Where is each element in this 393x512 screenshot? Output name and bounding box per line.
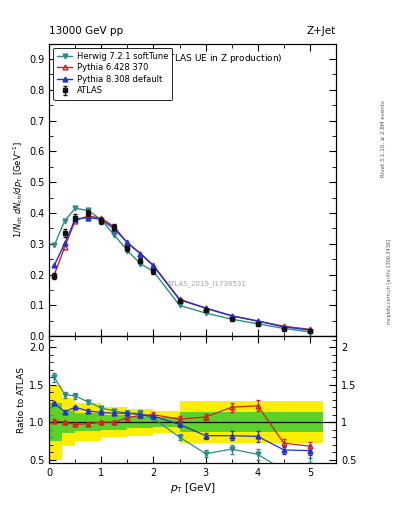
Herwig 7.2.1 softTune [281, 325, 286, 331]
Pythia 6.428 370 [177, 296, 182, 302]
Bar [75, 413, 101, 431]
Pythia 6.428 370 [62, 244, 67, 250]
Pythia 6.428 370 [308, 326, 312, 332]
Bar [101, 415, 127, 430]
Pythia 8.308 default [62, 240, 67, 246]
Pythia 8.308 default [86, 215, 91, 221]
Pythia 6.428 370 [112, 224, 117, 230]
Bar [127, 416, 153, 428]
Bar [101, 407, 127, 437]
Bar [153, 417, 180, 428]
Bar [232, 401, 284, 443]
Pythia 6.428 370 [151, 262, 156, 268]
Bar [75, 403, 101, 441]
Pythia 6.428 370 [125, 240, 130, 246]
Bar [49, 403, 62, 441]
Text: Rivet 3.1.10, ≥ 2.8M events: Rivet 3.1.10, ≥ 2.8M events [381, 100, 386, 177]
Pythia 8.308 default [281, 324, 286, 330]
Pythia 8.308 default [230, 313, 234, 319]
Pythia 6.428 370 [281, 323, 286, 329]
Pythia 6.428 370 [99, 215, 104, 221]
Herwig 7.2.1 softTune [138, 261, 143, 267]
Legend: Herwig 7.2.1 softTune, Pythia 6.428 370, Pythia 8.308 default, ATLAS: Herwig 7.2.1 softTune, Pythia 6.428 370,… [53, 48, 172, 99]
Pythia 6.428 370 [138, 250, 143, 257]
Herwig 7.2.1 softTune [308, 329, 312, 335]
Herwig 7.2.1 softTune [99, 217, 104, 223]
Pythia 8.308 default [99, 217, 104, 223]
Y-axis label: Ratio to ATLAS: Ratio to ATLAS [17, 367, 26, 433]
Pythia 6.428 370 [86, 213, 91, 219]
Text: Scalar $\Sigma(p_\mathrm{T})$ (ATLAS UE in Z production): Scalar $\Sigma(p_\mathrm{T})$ (ATLAS UE … [103, 52, 282, 66]
Bar [180, 401, 232, 443]
Herwig 7.2.1 softTune [52, 242, 57, 248]
Pythia 6.428 370 [52, 271, 57, 278]
Bar [232, 413, 284, 432]
Pythia 6.428 370 [203, 305, 208, 311]
Pythia 8.308 default [52, 262, 57, 268]
Bar [284, 413, 323, 432]
Line: Pythia 6.428 370: Pythia 6.428 370 [52, 214, 312, 332]
X-axis label: $p_\mathrm{T}$ [GeV]: $p_\mathrm{T}$ [GeV] [170, 481, 215, 495]
Bar [284, 401, 323, 443]
Pythia 8.308 default [125, 240, 130, 246]
Text: mcplots.cern.ch [arXiv:1306.3436]: mcplots.cern.ch [arXiv:1306.3436] [387, 239, 391, 324]
Text: Z+Jet: Z+Jet [307, 26, 336, 36]
Bar [62, 398, 75, 446]
Herwig 7.2.1 softTune [255, 321, 260, 327]
Pythia 8.308 default [112, 226, 117, 232]
Bar [153, 411, 180, 434]
Herwig 7.2.1 softTune [203, 310, 208, 316]
Y-axis label: $1/N_\mathrm{ch}\ dN_\mathrm{ch}/dp_\mathrm{T}\ [\mathrm{GeV}^{-1}]$: $1/N_\mathrm{ch}\ dN_\mathrm{ch}/dp_\mat… [12, 141, 26, 239]
Pythia 6.428 370 [255, 318, 260, 324]
Bar [127, 409, 153, 436]
Pythia 6.428 370 [73, 218, 77, 224]
Pythia 8.308 default [203, 305, 208, 311]
Bar [62, 411, 75, 434]
Text: 13000 GeV pp: 13000 GeV pp [49, 26, 123, 36]
Herwig 7.2.1 softTune [177, 302, 182, 308]
Pythia 6.428 370 [230, 313, 234, 319]
Herwig 7.2.1 softTune [62, 218, 67, 224]
Pythia 8.308 default [177, 297, 182, 303]
Bar [49, 385, 62, 460]
Line: Herwig 7.2.1 softTune: Herwig 7.2.1 softTune [52, 206, 312, 334]
Herwig 7.2.1 softTune [125, 247, 130, 253]
Herwig 7.2.1 softTune [86, 207, 91, 214]
Bar [180, 413, 232, 432]
Pythia 8.308 default [138, 250, 143, 257]
Herwig 7.2.1 softTune [151, 268, 156, 274]
Pythia 8.308 default [308, 327, 312, 333]
Text: ATLAS_2019_I1736531: ATLAS_2019_I1736531 [167, 280, 247, 287]
Pythia 8.308 default [255, 318, 260, 324]
Line: Pythia 8.308 default: Pythia 8.308 default [52, 215, 312, 332]
Herwig 7.2.1 softTune [112, 232, 117, 238]
Herwig 7.2.1 softTune [230, 316, 234, 322]
Herwig 7.2.1 softTune [73, 205, 77, 211]
Pythia 8.308 default [151, 263, 156, 269]
Pythia 8.308 default [73, 216, 77, 222]
